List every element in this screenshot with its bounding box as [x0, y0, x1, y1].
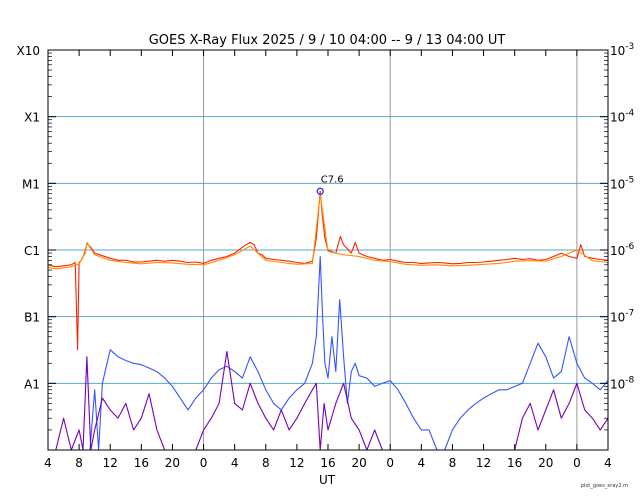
axis-layer: 4 8 12 16 20 0 4 8 12 16 20 0 4 8 12 16 20 0 4 A1 B1 C1 M1 X1 X1… — [17, 42, 635, 470]
x-tick-label-14: 12 — [476, 456, 491, 470]
series-layer — [47, 190, 609, 451]
x-tick-label-7: 8 — [262, 456, 270, 470]
x-axis-label: UT — [319, 473, 336, 487]
y-label-b1: B1 — [24, 311, 40, 325]
series-long-secondary — [47, 193, 609, 270]
peak-label: C7.6 — [321, 174, 344, 185]
x-tick-label-18: 4 — [604, 456, 612, 470]
x-tick-label-2: 12 — [103, 456, 118, 470]
credit-label: plot_goes_xray2.m — [581, 483, 628, 489]
y-right-label-exponent: -7 — [625, 309, 634, 319]
y-right-label-exponent: -3 — [625, 42, 634, 52]
y-label-x1: X1 — [24, 111, 40, 125]
y-right-label-exponent: -5 — [625, 175, 634, 185]
chart-title: GOES X-Ray Flux 2025 / 9 / 10 04:00 -- 9… — [149, 33, 506, 48]
x-tick-label-3: 16 — [134, 456, 149, 470]
x-tick-label-9: 16 — [320, 456, 335, 470]
x-tick-label-17: 0 — [573, 456, 581, 470]
y-label-c1: C1 — [24, 244, 40, 258]
x-tick-label-6: 4 — [231, 456, 239, 470]
y-right-label: 10-7 — [610, 309, 634, 325]
x-tick-label-8: 12 — [289, 456, 304, 470]
x-tick-label-12: 4 — [418, 456, 426, 470]
x-tick-label-15: 16 — [507, 456, 522, 470]
series-long-primary — [47, 190, 609, 351]
y-right-label: 10-5 — [610, 175, 634, 191]
y-right-label-exponent: -6 — [625, 242, 634, 252]
x-tick-label-16: 20 — [538, 456, 553, 470]
y-right-label-exponent: -8 — [625, 375, 634, 385]
peak-layer: C7.6 — [316, 174, 344, 195]
x-tick-label-11: 0 — [386, 456, 394, 470]
y-right-label: 10-3 — [610, 42, 634, 58]
x-tick-label-4: 20 — [165, 456, 180, 470]
y-right-label: 10-4 — [610, 109, 635, 125]
x-tick-label-13: 8 — [449, 456, 457, 470]
y-label-x10: X10 — [17, 44, 41, 58]
y-right-label-exponent: -4 — [625, 109, 634, 119]
x-tick-label-1: 8 — [75, 456, 83, 470]
x-tick-label-5: 0 — [200, 456, 208, 470]
peak-marker — [316, 187, 324, 195]
y-right-label: 10-8 — [610, 375, 635, 391]
x-tick-label-0: 4 — [44, 456, 52, 470]
series-short-secondary — [48, 350, 609, 451]
y-right-label: 10-6 — [610, 242, 635, 258]
x-tick-label-10: 20 — [351, 456, 366, 470]
y-label-m1: M1 — [22, 177, 40, 191]
series-short-primary — [48, 255, 609, 451]
y-label-a1: A1 — [24, 377, 40, 391]
